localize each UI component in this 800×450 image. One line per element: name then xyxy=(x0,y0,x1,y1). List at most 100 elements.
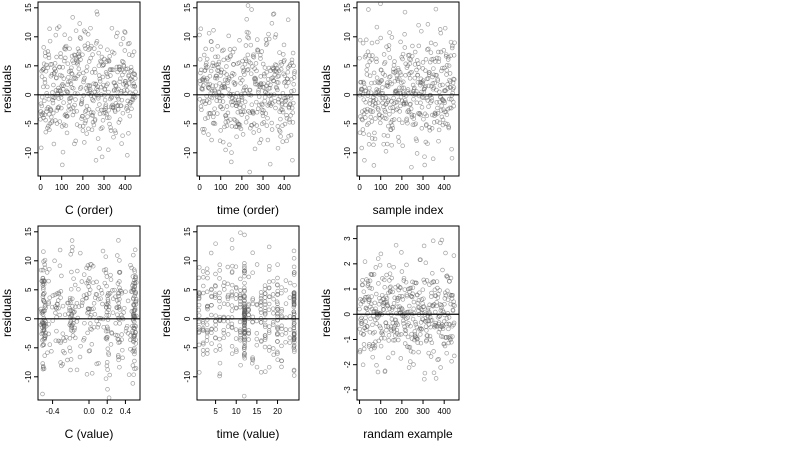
scatter-point xyxy=(44,270,50,275)
scatter-point xyxy=(435,285,440,291)
scatter-point xyxy=(242,265,247,271)
scatter-point xyxy=(225,324,231,329)
scatter-point xyxy=(113,332,118,338)
scatter-point xyxy=(111,134,116,140)
scatter-point xyxy=(242,340,247,346)
scatter-point xyxy=(53,338,59,343)
scatter-point xyxy=(275,275,280,281)
scatter-point xyxy=(446,54,451,60)
scatter-point xyxy=(108,73,113,78)
scatter-point xyxy=(411,362,416,367)
scatter-point xyxy=(96,63,102,68)
scatter-point xyxy=(415,72,420,78)
y-tick-label: 15 xyxy=(183,3,192,12)
scatter-point xyxy=(258,293,264,299)
scatter-point xyxy=(445,121,450,127)
scatter-point xyxy=(290,110,295,115)
scatter-point xyxy=(418,332,423,337)
scatter-point xyxy=(395,298,400,303)
scatter-point xyxy=(379,78,385,83)
scatter-point xyxy=(369,272,375,278)
scatter-point xyxy=(440,65,445,71)
scatter-point xyxy=(47,266,52,272)
scatter-point xyxy=(414,100,420,106)
scatter-point xyxy=(82,120,88,126)
scatter-point xyxy=(286,105,292,111)
scatter-point xyxy=(237,38,242,43)
scatter-point xyxy=(129,265,134,271)
scatter-point xyxy=(404,118,409,123)
scatter-point xyxy=(437,288,442,293)
scatter-point xyxy=(213,241,218,246)
scatter-point xyxy=(385,141,390,147)
scatter-point xyxy=(88,55,93,61)
scatter-point xyxy=(242,356,247,361)
scatter-point xyxy=(47,295,52,300)
scatter-point xyxy=(117,285,122,291)
scatter-point xyxy=(42,262,47,267)
scatter-point xyxy=(97,79,103,84)
scatter-point xyxy=(223,119,229,125)
scatter-point xyxy=(206,30,212,36)
scatter-point xyxy=(89,43,94,49)
y-tick-label: 0 xyxy=(24,92,33,97)
scatter-point xyxy=(45,65,50,70)
scatter-point xyxy=(70,71,75,77)
scatter-point xyxy=(68,367,73,373)
scatter-point xyxy=(227,142,232,148)
scatter-point xyxy=(124,325,129,331)
scatter-point xyxy=(238,126,244,132)
scatter-point xyxy=(386,75,392,80)
scatter-point xyxy=(387,74,393,79)
scatter-point xyxy=(95,106,100,112)
scatter-point xyxy=(200,269,206,274)
scatter-point xyxy=(287,117,292,122)
scatter-point xyxy=(254,364,260,370)
y-axis-label: residuals xyxy=(0,65,14,113)
scatter-point xyxy=(267,161,273,167)
scatter-point xyxy=(56,290,62,295)
scatter-point xyxy=(117,269,123,275)
scatter-point xyxy=(209,294,214,300)
scatter-point xyxy=(429,95,434,101)
scatter-point xyxy=(57,119,63,124)
scatter-point xyxy=(385,310,391,316)
scatter-point xyxy=(108,125,113,130)
scatter-point xyxy=(275,282,280,287)
scatter-point xyxy=(204,289,210,295)
scatter-point xyxy=(47,26,52,32)
scatter-point xyxy=(254,110,260,115)
scatter-point xyxy=(91,81,96,86)
scatter-point xyxy=(429,57,434,62)
scatter-point xyxy=(369,286,375,291)
scatter-point xyxy=(420,60,426,65)
scatter-point xyxy=(122,30,128,35)
scatter-point xyxy=(359,321,365,326)
scatter-point xyxy=(397,70,403,75)
scatter-point xyxy=(105,326,111,332)
scatter-point xyxy=(131,81,136,86)
scatter-point xyxy=(425,333,430,338)
scatter-point xyxy=(111,67,116,73)
scatter-point xyxy=(105,387,110,392)
scatter-point xyxy=(208,68,214,74)
scatter-point xyxy=(242,354,247,359)
scatter-point xyxy=(414,138,419,143)
scatter-point xyxy=(420,66,426,71)
scatter-point xyxy=(398,332,404,337)
scatter-point xyxy=(262,291,268,296)
scatter-point xyxy=(269,127,275,132)
scatter-point xyxy=(277,50,282,55)
scatter-point xyxy=(41,259,46,264)
y-tick-label: 15 xyxy=(183,227,192,236)
scatter-point xyxy=(361,289,367,294)
scatter-point xyxy=(54,75,59,81)
scatter-point xyxy=(421,296,426,301)
y-tick-label: -10 xyxy=(343,146,352,158)
scatter-point xyxy=(214,73,219,79)
scatter-point xyxy=(374,59,379,65)
scatter-point xyxy=(106,147,111,153)
scatter-point xyxy=(106,313,112,318)
